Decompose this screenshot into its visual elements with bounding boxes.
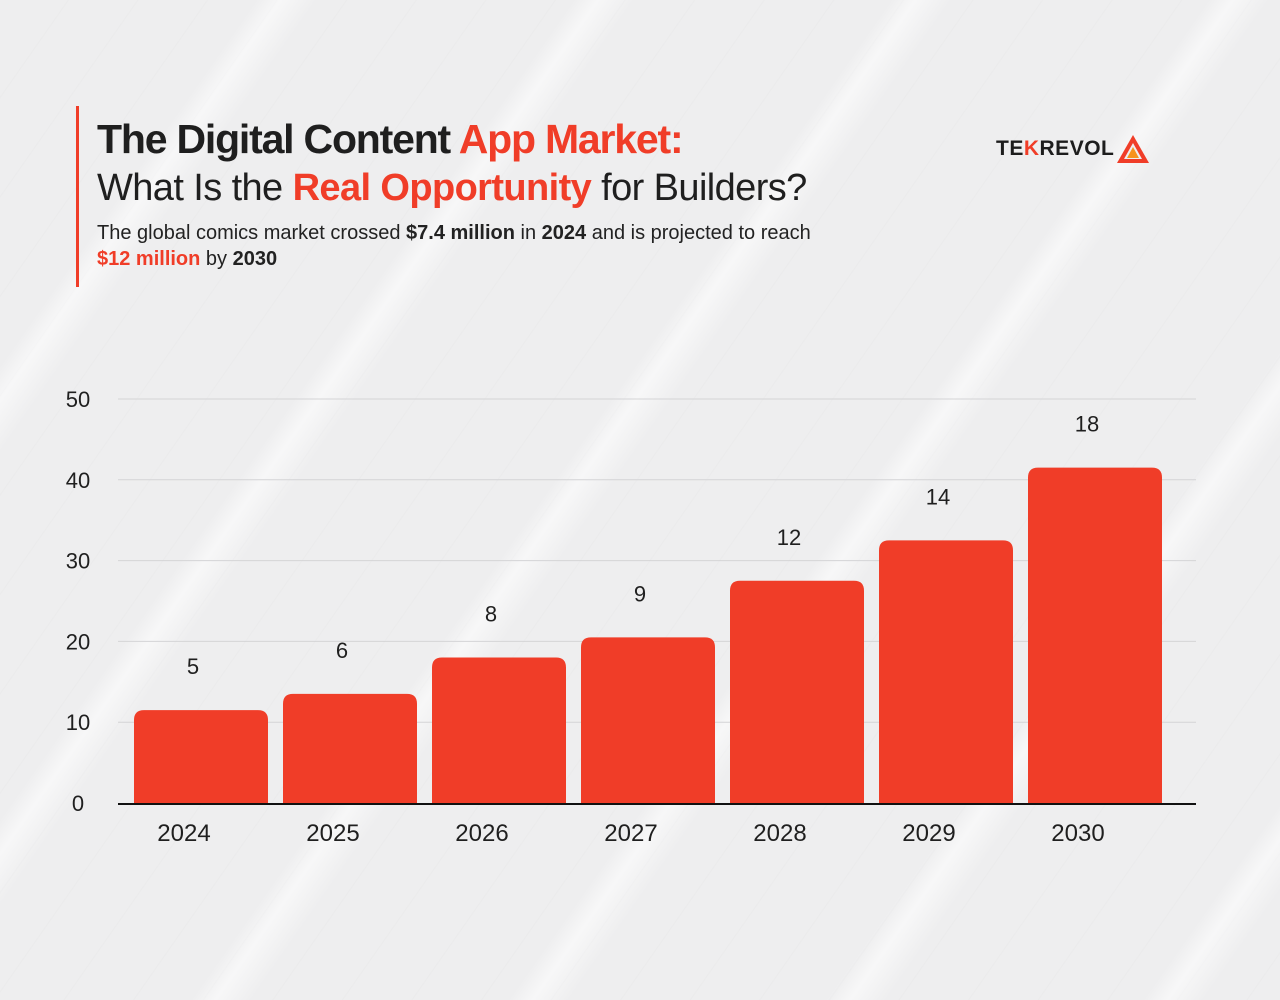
- subtitle-text-1: The global comics market crossed: [97, 222, 407, 244]
- title2-part2: for Builders?: [591, 167, 807, 209]
- data-label-2030: 18: [1075, 412, 1099, 437]
- x-tick-label-2030: 2030: [1051, 820, 1104, 847]
- bar-2029: [879, 540, 1013, 803]
- subtitle-text-3: and is projected to reach: [586, 222, 811, 244]
- data-label-2028: 12: [777, 525, 801, 550]
- x-tick-label-2026: 2026: [455, 820, 508, 847]
- title2-part1: What Is the: [97, 167, 293, 209]
- subtitle-year-1: 2024: [541, 222, 587, 244]
- subtitle-value-2: $12 million: [97, 248, 201, 270]
- y-tick-label: 40: [66, 468, 90, 493]
- x-tick-label-2029: 2029: [902, 820, 955, 847]
- logo-text-k: K: [1023, 137, 1040, 160]
- y-tick-label: 0: [72, 791, 84, 816]
- bar-2026: [432, 657, 566, 803]
- bar-2027: [581, 637, 715, 803]
- subtitle-text-4: by: [200, 248, 233, 270]
- bar-2028: [730, 580, 864, 803]
- page-title-line2: What Is the Real Opportunity for Builder…: [97, 164, 811, 212]
- logo-text-a: TE: [996, 137, 1024, 160]
- title-accent: App Market:: [458, 116, 684, 162]
- y-tick-label: 20: [66, 629, 90, 654]
- data-label-2025: 6: [336, 638, 348, 663]
- header: The Digital Content App Market: What Is …: [76, 106, 811, 287]
- bar-2030: [1028, 467, 1162, 803]
- y-tick-label: 30: [66, 549, 90, 574]
- title2-accent: Real Opportunity: [292, 167, 592, 209]
- logo-text: TEKREVOL: [996, 137, 1114, 161]
- bar-2025: [283, 693, 417, 803]
- x-tick-label-2027: 2027: [604, 820, 657, 847]
- x-tick-label-2028: 2028: [753, 820, 806, 847]
- data-label-2029: 14: [926, 484, 950, 509]
- data-label-2026: 8: [485, 602, 497, 627]
- subtitle: The global comics market crossed $7.4 mi…: [97, 220, 811, 272]
- page-title: The Digital Content App Market:: [97, 114, 811, 164]
- subtitle-text-2: in: [514, 222, 542, 244]
- title-part1: The Digital Content: [97, 116, 459, 162]
- x-tick-label-2024: 2024: [157, 820, 210, 847]
- triangle-logo-icon: [1117, 135, 1150, 163]
- data-label-2024: 5: [187, 654, 199, 679]
- y-tick-label: 10: [66, 710, 90, 735]
- subtitle-year-2: 2030: [232, 248, 278, 270]
- x-tick-label-2025: 2025: [306, 820, 359, 847]
- bar-2024: [134, 710, 268, 803]
- data-label-2027: 9: [634, 581, 646, 606]
- subtitle-value-1: $7.4 million: [406, 222, 515, 244]
- y-tick-label: 50: [66, 387, 90, 412]
- brand-logo: TEKREVOL: [996, 134, 1150, 164]
- logo-text-b: REVOL: [1039, 137, 1115, 160]
